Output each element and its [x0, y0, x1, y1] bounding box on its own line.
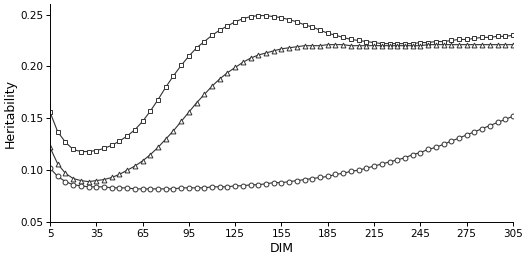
Y-axis label: Heritability: Heritability — [4, 79, 17, 148]
X-axis label: DIM: DIM — [269, 242, 294, 255]
